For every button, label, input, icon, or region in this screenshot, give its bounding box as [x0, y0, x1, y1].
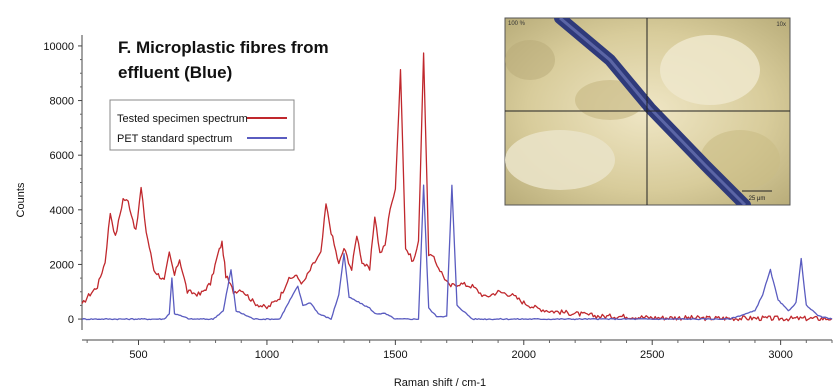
- legend-label-tested: Tested specimen spectrum: [117, 113, 248, 125]
- series-group: [81, 52, 833, 322]
- x-tick-label: 1000: [255, 349, 279, 361]
- chart-title-line-1: F. Microplastic fibres from: [118, 38, 329, 57]
- legend: Tested specimen spectrum PET standard sp…: [109, 99, 295, 151]
- legend-box: [109, 99, 295, 151]
- x-tick-label: 3000: [768, 349, 792, 361]
- y-tick-label: 8000: [50, 96, 74, 108]
- y-tick-label: 10000: [43, 41, 74, 53]
- microscope-inset: 100 % 10x 25 μm: [504, 17, 791, 206]
- chart-title-line-2: effluent (Blue): [118, 63, 232, 82]
- x-tick-label: 2000: [512, 349, 536, 361]
- y-axis-label: Counts: [15, 182, 27, 217]
- x-tick-label: 2500: [640, 349, 664, 361]
- x-axis-label: Raman shift / cm-1: [394, 377, 486, 389]
- inset-top-right-text: 10x: [776, 22, 786, 28]
- legend-label-pet: PET standard spectrum: [117, 133, 232, 145]
- y-tick-label: 0: [68, 314, 74, 326]
- y-tick-label: 4000: [50, 205, 74, 217]
- y-axis: 0 2000 4000 6000 8000 10000: [43, 35, 83, 330]
- y-tick-label: 2000: [50, 259, 74, 271]
- x-tick-label: 500: [129, 349, 147, 361]
- inset-top-left-text: 100 %: [508, 21, 526, 27]
- scale-bar-label: 25 μm: [749, 196, 766, 202]
- x-tick-label: 1500: [383, 349, 407, 361]
- series-line-pet-standard: [81, 184, 833, 321]
- y-tick-label: 6000: [50, 150, 74, 162]
- x-axis: 500 1000 1500 2000 2500 3000: [82, 339, 833, 361]
